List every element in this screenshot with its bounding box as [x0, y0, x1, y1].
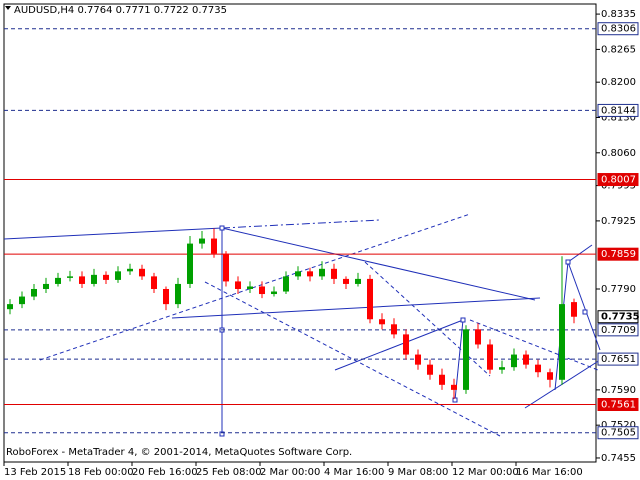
candle-body: [559, 304, 565, 380]
plot-frame: [3, 3, 597, 463]
candle-body: [571, 302, 577, 317]
candle-body: [487, 344, 493, 370]
level-box: [597, 22, 639, 36]
level-label: 0.7561: [601, 399, 636, 410]
candle-body: [523, 354, 529, 365]
y-tick-label: 0.7925: [601, 216, 636, 227]
level-label: 0.8306: [601, 24, 636, 35]
level-box: [597, 426, 639, 440]
candle-body: [223, 253, 229, 282]
candle-body: [91, 274, 97, 284]
y-tick-label: 0.7520: [601, 420, 636, 431]
level-box: [597, 173, 639, 187]
candle-body: [511, 354, 517, 368]
level-label: 0.7859: [601, 249, 636, 260]
y-tick-label: 0.8265: [601, 44, 636, 55]
x-tick-label: 2 Mar 00:00: [260, 467, 320, 478]
y-tick-label: 0.8200: [601, 77, 636, 88]
candle-body: [127, 268, 133, 272]
candle-body: [187, 243, 193, 284]
level-box: [597, 103, 639, 117]
y-tick-label: 0.8335: [601, 9, 636, 20]
candle-body: [343, 278, 349, 284]
candle-body: [367, 278, 373, 320]
x-tick-label: 13 Feb 2015: [4, 467, 66, 478]
level-box: [597, 352, 639, 366]
x-tick-label: 9 Mar 08:00: [388, 467, 448, 478]
y-tick-label: 0.8060: [601, 148, 636, 159]
candle-body: [379, 319, 385, 325]
candle-body: [403, 334, 409, 355]
candle-body: [7, 304, 13, 310]
watermark: RoboForex - MetaTrader 4, © 2001-2014, M…: [6, 447, 352, 458]
candle-body: [463, 329, 469, 390]
candle-body: [163, 288, 169, 305]
level-box: [597, 397, 639, 411]
candle-body: [295, 271, 301, 277]
candle-body: [259, 286, 265, 295]
level-label: 0.8007: [601, 175, 636, 186]
price-label: 0.7735: [601, 312, 640, 323]
candle-body: [103, 274, 109, 280]
trend-lines: [3, 213, 601, 437]
candle-body: [43, 283, 49, 289]
y-tick-label: 0.7590: [601, 385, 636, 396]
x-tick-label: 16 Mar 16:00: [516, 467, 583, 478]
level-box: [597, 323, 639, 337]
y-tick-label: 0.7995: [601, 181, 636, 192]
x-tick-label: 12 Mar 00:00: [452, 467, 519, 478]
candle-body: [307, 271, 313, 277]
candles: [7, 228, 577, 399]
candle-body: [115, 271, 121, 280]
candle-body: [139, 268, 145, 277]
x-tick-label: 4 Mar 16:00: [324, 467, 384, 478]
candle-body: [67, 276, 73, 278]
candle-body: [427, 364, 433, 375]
candle-body: [55, 277, 61, 284]
candle-body: [271, 291, 277, 295]
menu-arrow[interactable]: [5, 6, 11, 10]
candle-body: [19, 296, 25, 305]
candle-body: [331, 268, 337, 279]
candle-body: [439, 374, 445, 385]
candle-body: [451, 384, 457, 390]
candle-body: [247, 286, 253, 289]
candle-body: [79, 276, 85, 284]
candle-body: [415, 354, 421, 365]
level-label: 0.8144: [601, 105, 636, 116]
candle-body: [211, 238, 217, 254]
level-label: 0.7651: [601, 354, 636, 365]
chart-title: AUDUSD,H4 0.7764 0.7771 0.7722 0.7735: [14, 5, 227, 16]
candle-body: [355, 278, 361, 284]
candle-body: [175, 283, 181, 305]
x-tick-label: 25 Feb 08:00: [196, 467, 262, 478]
x-tick-label: 20 Feb 16:00: [132, 467, 198, 478]
candle-body: [547, 372, 553, 380]
candle-body: [391, 324, 397, 335]
candle-body: [535, 364, 541, 373]
y-tick-label: 0.7455: [601, 453, 636, 464]
level-label: 0.7505: [601, 428, 636, 439]
x-tick-label: 18 Feb 00:00: [68, 467, 134, 478]
candle-body: [151, 276, 157, 289]
candle-body: [475, 329, 481, 345]
candle-body: [235, 281, 241, 289]
candle-body: [31, 288, 37, 297]
candle-body: [319, 268, 325, 277]
y-tick-label: 0.7790: [601, 284, 636, 295]
candle-body: [283, 276, 289, 292]
y-tick-label: 0.8130: [601, 112, 636, 123]
price-box: [597, 310, 639, 324]
level-label: 0.7709: [601, 325, 636, 336]
candle-body: [499, 367, 505, 370]
level-box: [597, 247, 639, 261]
candle-body: [199, 238, 205, 244]
